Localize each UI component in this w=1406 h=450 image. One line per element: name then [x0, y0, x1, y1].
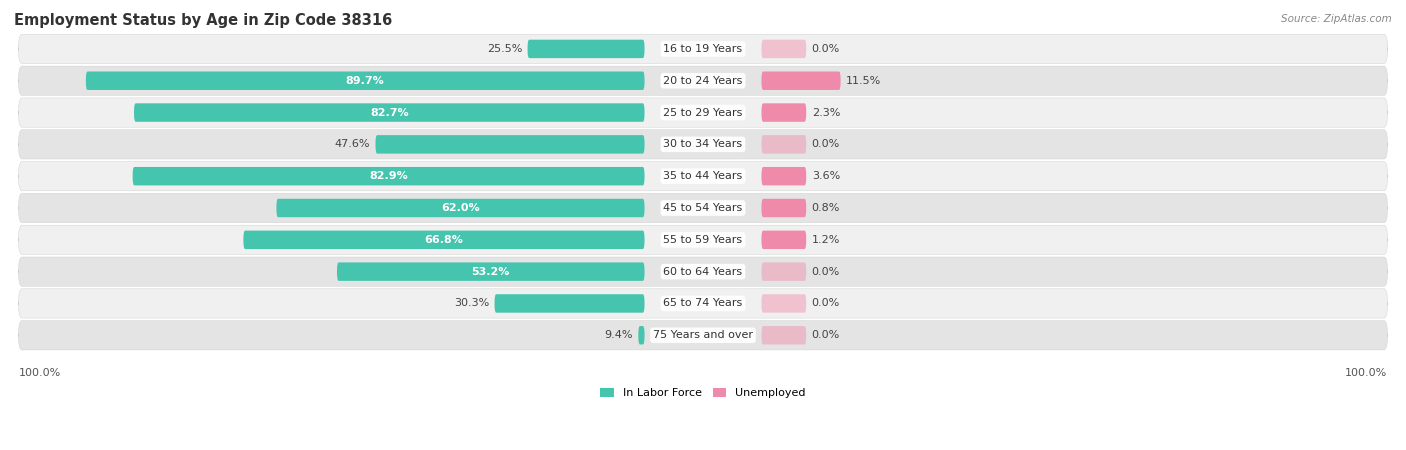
FancyBboxPatch shape	[18, 98, 1388, 127]
FancyBboxPatch shape	[18, 257, 1388, 286]
FancyBboxPatch shape	[132, 167, 644, 185]
Text: 53.2%: 53.2%	[471, 267, 510, 277]
FancyBboxPatch shape	[762, 135, 806, 153]
Text: Source: ZipAtlas.com: Source: ZipAtlas.com	[1281, 14, 1392, 23]
Text: 0.0%: 0.0%	[811, 140, 839, 149]
Text: 25.5%: 25.5%	[486, 44, 522, 54]
FancyBboxPatch shape	[762, 199, 806, 217]
Text: 35 to 44 Years: 35 to 44 Years	[664, 171, 742, 181]
FancyBboxPatch shape	[762, 294, 806, 313]
Text: 0.0%: 0.0%	[811, 330, 839, 340]
FancyBboxPatch shape	[18, 194, 1388, 223]
Text: 66.8%: 66.8%	[425, 235, 464, 245]
FancyBboxPatch shape	[277, 199, 644, 217]
FancyBboxPatch shape	[18, 34, 1388, 63]
Text: 60 to 64 Years: 60 to 64 Years	[664, 267, 742, 277]
FancyBboxPatch shape	[762, 230, 806, 249]
Text: 16 to 19 Years: 16 to 19 Years	[664, 44, 742, 54]
FancyBboxPatch shape	[18, 162, 1388, 191]
FancyBboxPatch shape	[134, 104, 644, 122]
Text: 0.0%: 0.0%	[811, 267, 839, 277]
Text: 11.5%: 11.5%	[846, 76, 882, 86]
FancyBboxPatch shape	[762, 326, 806, 345]
Text: 20 to 24 Years: 20 to 24 Years	[664, 76, 742, 86]
Text: 89.7%: 89.7%	[346, 76, 385, 86]
FancyBboxPatch shape	[18, 289, 1388, 318]
FancyBboxPatch shape	[762, 40, 806, 58]
Text: 82.9%: 82.9%	[370, 171, 408, 181]
FancyBboxPatch shape	[638, 326, 644, 345]
Text: Employment Status by Age in Zip Code 38316: Employment Status by Age in Zip Code 383…	[14, 14, 392, 28]
FancyBboxPatch shape	[18, 321, 1388, 350]
Text: 3.6%: 3.6%	[811, 171, 839, 181]
Text: 47.6%: 47.6%	[335, 140, 370, 149]
FancyBboxPatch shape	[337, 262, 644, 281]
Text: 30.3%: 30.3%	[454, 298, 489, 308]
FancyBboxPatch shape	[527, 40, 644, 58]
FancyBboxPatch shape	[762, 262, 806, 281]
FancyBboxPatch shape	[375, 135, 644, 153]
FancyBboxPatch shape	[18, 130, 1388, 159]
Text: 62.0%: 62.0%	[441, 203, 479, 213]
Legend: In Labor Force, Unemployed: In Labor Force, Unemployed	[596, 383, 810, 403]
FancyBboxPatch shape	[86, 72, 644, 90]
Text: 2.3%: 2.3%	[811, 108, 839, 117]
Text: 55 to 59 Years: 55 to 59 Years	[664, 235, 742, 245]
Text: 25 to 29 Years: 25 to 29 Years	[664, 108, 742, 117]
Text: 82.7%: 82.7%	[370, 108, 409, 117]
Text: 9.4%: 9.4%	[605, 330, 633, 340]
FancyBboxPatch shape	[762, 72, 841, 90]
Text: 0.0%: 0.0%	[811, 44, 839, 54]
Text: 75 Years and over: 75 Years and over	[652, 330, 754, 340]
FancyBboxPatch shape	[762, 167, 806, 185]
FancyBboxPatch shape	[243, 230, 644, 249]
FancyBboxPatch shape	[762, 104, 806, 122]
Text: 0.0%: 0.0%	[811, 298, 839, 308]
Text: 45 to 54 Years: 45 to 54 Years	[664, 203, 742, 213]
Text: 0.8%: 0.8%	[811, 203, 839, 213]
Text: 65 to 74 Years: 65 to 74 Years	[664, 298, 742, 308]
FancyBboxPatch shape	[18, 66, 1388, 95]
Text: 100.0%: 100.0%	[1346, 368, 1388, 378]
FancyBboxPatch shape	[18, 225, 1388, 254]
Text: 1.2%: 1.2%	[811, 235, 839, 245]
Text: 30 to 34 Years: 30 to 34 Years	[664, 140, 742, 149]
Text: 100.0%: 100.0%	[18, 368, 60, 378]
FancyBboxPatch shape	[495, 294, 644, 313]
